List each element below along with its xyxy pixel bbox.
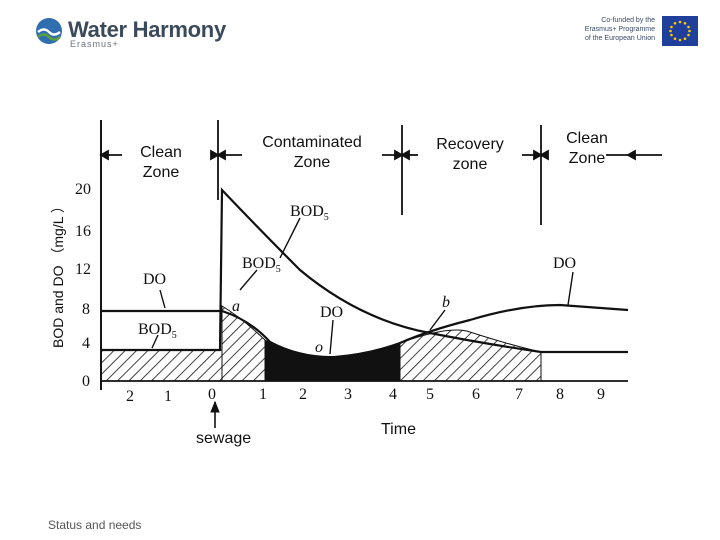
zone-clean-right-text: Clean Zone [566,130,608,167]
zone-recovery: Recovery zone [420,135,520,175]
x-tick-label: 0 [208,386,216,403]
label-do-right: DO [553,255,576,272]
arrowhead-6 [533,149,543,161]
x-tick-label: 3 [344,386,352,403]
x-tick-label: 1 [164,388,172,405]
label-do-left: DO [143,271,166,288]
bod5-curve [101,187,628,354]
eu-flag-icon [662,16,698,46]
eu-line-2: Erasmus+ Programme [584,26,655,33]
arrowhead-8 [626,149,636,161]
leader-do-left [159,289,166,309]
arrowhead-2 [210,149,220,161]
y-tick-label: 4 [82,335,90,352]
logo-drop-icon [36,18,62,44]
x-tick-label: 2 [299,386,307,403]
leader-b [429,309,446,331]
y-tick-label: 8 [82,301,90,318]
leader-do-right [567,271,574,306]
leader-bod5-left [151,334,159,349]
time-label: Time [381,421,416,438]
y-ticks: 20 16 12 8 4 0 [75,181,91,390]
sewage-label: sewage [196,430,252,447]
water-harmony-logo [34,16,64,46]
logo-title: Water Harmony [68,17,226,42]
x-ticks: 2 1 0 1 2 3 4 5 6 7 8 9 [126,386,605,405]
footer-text: Status and needs [48,518,142,532]
zone-contaminated-text: Contaminated Zone [262,134,362,171]
zone-contaminated: Contaminated Zone [244,133,380,173]
zone-clean-left-text: Clean Zone [140,144,182,181]
eu-line-3: of the European Union [584,35,655,42]
x-tick-label: 7 [515,386,523,403]
do-curve [101,303,629,359]
label-bod5-mid: BOD5 [242,255,281,275]
arrowhead-1 [99,149,109,161]
zone-clean-right: Clean Zone [553,129,621,169]
x-tick-label: 4 [389,386,397,403]
deficit-areas [100,305,542,382]
x-tick-label: 9 [597,386,605,403]
leader-do-mid [329,319,334,355]
x-tick-label: 1 [259,386,267,403]
logo-subtitle: Erasmus+ [70,39,119,49]
y-tick-label: 0 [82,373,90,390]
arrowhead-3 [216,149,226,161]
arrowhead-7 [539,149,549,161]
hatched-clean-area [100,349,223,382]
label-do-mid: DO [320,304,343,321]
leader-bod5-top [279,217,301,259]
y-tick-label: 20 [75,181,91,198]
label-point-a: a [232,298,240,315]
leader-bod5-mid [239,269,258,291]
hatched-recovery-area [399,329,542,382]
label-point-b: b [442,294,450,311]
label-point-o: o [315,339,323,356]
y-tick-label: 12 [75,261,91,278]
zone-recovery-text: Recovery zone [436,136,504,173]
zone-clean-left: Clean Zone [125,143,197,183]
eu-funding-text: Co-funded by the Erasmus+ Programme of t… [560,16,655,43]
leader-lines [151,217,574,355]
sewage-arrow [210,400,220,428]
x-tick-label: 2 [126,388,134,405]
x-tick-label: 6 [472,386,480,403]
arrowhead-4 [394,149,404,161]
axes [100,120,628,390]
black-anoxic-area [264,339,401,382]
curve-labels: BOD5 BOD5 DO BOD5 a DO o b DO [138,203,576,356]
x-tick-label: 5 [426,386,434,403]
eu-line-1: Co-funded by the [601,17,655,24]
arrowhead-5 [400,149,410,161]
x-tick-label: 8 [556,386,564,403]
y-tick-label: 16 [75,223,91,240]
hatched-drop-area [221,305,266,382]
label-bod5-left: BOD5 [138,321,177,341]
label-bod5-top: BOD5 [290,203,329,223]
